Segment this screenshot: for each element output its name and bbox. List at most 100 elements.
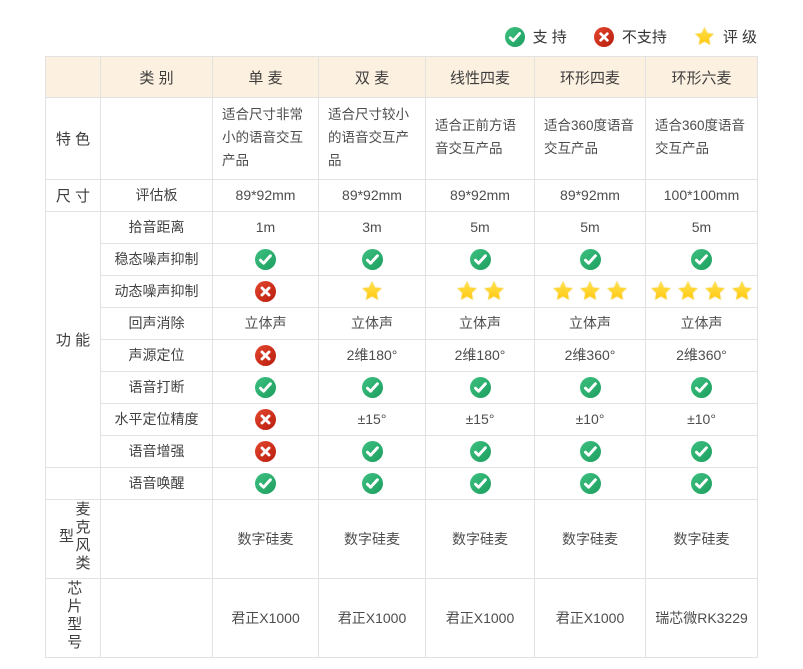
- cell-voice-interruption-1: [318, 370, 426, 404]
- star-icon: [456, 280, 478, 302]
- cell-voice-enhancement-2: [425, 434, 535, 468]
- column-header-1: 双 麦: [318, 56, 426, 98]
- section-label-text: 麦克风类型: [57, 500, 91, 573]
- cell-voice-wakeup-2: [425, 466, 535, 500]
- cell-features-4: 适合360度语音交互产品: [645, 97, 758, 180]
- cell-mic-type-0: 数字硅麦: [212, 498, 319, 579]
- cell-pickup-distance-3: 5m: [534, 210, 646, 244]
- legend-label-rating: 评 级: [722, 29, 757, 46]
- cell-chip-model-3: 君正X1000: [534, 577, 646, 658]
- header-row: 类 别单 麦双 麦线性四麦 环形四麦 环形六麦: [45, 56, 758, 98]
- section-label-mic-type: 麦克风类型: [45, 498, 101, 579]
- cell-steady-noise-suppression-4: [645, 242, 758, 276]
- check-icon: [691, 472, 712, 494]
- cell-pickup-distance-4: 5m: [645, 210, 758, 244]
- cell-voice-enhancement-3: [534, 434, 646, 468]
- cross-icon: [255, 440, 276, 462]
- star-icon: [731, 280, 753, 302]
- table-row-dynamic-noise-suppression: 动态噪声抑制: [46, 274, 758, 308]
- cell-horizontal-accuracy-2: ±15°: [425, 402, 535, 436]
- cell-dynamic-noise-suppression-0: [212, 274, 319, 308]
- legend-label-not-support: 不支持: [621, 29, 667, 46]
- check-icon: [361, 248, 383, 270]
- cross-icon: [255, 280, 276, 302]
- cell-horizontal-accuracy-3: ±10°: [534, 402, 646, 436]
- star-icon: [650, 280, 672, 302]
- cell-dynamic-noise-suppression-1: [318, 274, 426, 308]
- row-label-horizontal-accuracy: 水平定位精度: [100, 402, 213, 436]
- cross-icon: [255, 344, 276, 366]
- section-label-features: 特 色: [45, 97, 101, 180]
- cell-voice-interruption-4: [645, 370, 758, 404]
- check-icon: [691, 440, 712, 462]
- table-row-mic-type: 麦克风类型 数字硅麦 数字硅麦 数字硅麦 数字硅麦 数字硅麦: [45, 498, 758, 579]
- check-icon: [255, 248, 276, 270]
- star-icon: [483, 280, 505, 302]
- legend: 支 持 不支持 评 级: [45, 26, 757, 47]
- star-rating: [650, 280, 753, 302]
- cell-echo-cancellation-1: 立体声: [318, 306, 426, 340]
- star-rating: [539, 280, 641, 302]
- table-row-sound-source-localization: 声源定位 2维180° 2维180° 2维360° 2维360°: [46, 338, 758, 372]
- column-header-4: 环形六麦: [645, 56, 758, 98]
- check-icon: [579, 248, 601, 270]
- check-icon: [691, 376, 712, 398]
- section-label-text: 芯片型号: [65, 579, 83, 652]
- row-label-echo-cancellation: 回声消除: [100, 306, 213, 340]
- legend-item-not-support: 不支持: [593, 26, 667, 47]
- cross-icon: [255, 408, 276, 430]
- cell-echo-cancellation-2: 立体声: [425, 306, 535, 340]
- row-label-pickup-distance: 拾音距离: [100, 210, 213, 244]
- cell-eval-board-0: 89*92mm: [212, 178, 319, 212]
- row-label-mic-type: [100, 498, 213, 579]
- cell-chip-model-1: 君正X1000: [318, 577, 426, 658]
- check-icon: [361, 376, 383, 398]
- cell-dynamic-noise-suppression-2: [425, 274, 535, 308]
- row-label-voice-wakeup: 语音唤醒: [100, 466, 213, 500]
- cell-horizontal-accuracy-1: ±15°: [318, 402, 426, 436]
- cell-voice-enhancement-4: [645, 434, 758, 468]
- cell-voice-wakeup-1: [318, 466, 426, 500]
- column-header-2: 线性四麦: [425, 56, 535, 98]
- cell-chip-model-4: 瑞芯微RK3229: [645, 577, 758, 658]
- cell-steady-noise-suppression-3: [534, 242, 646, 276]
- legend-item-support: 支 持: [504, 26, 567, 47]
- column-header-0: 单 麦: [212, 56, 319, 98]
- cell-features-3: 适合360度语音交互产品: [534, 97, 646, 180]
- legend-label-support: 支 持: [532, 29, 567, 46]
- star-icon: [579, 280, 601, 302]
- section-label-chip-model: 芯片型号: [45, 577, 101, 658]
- check-icon: [579, 376, 601, 398]
- cell-voice-enhancement-1: [318, 434, 426, 468]
- table-row-voice-wakeup: 语音唤醒: [45, 466, 758, 500]
- table-row-features: 特 色 适合尺寸非常小的语音交互产品 适合尺寸较小的语音交互产品 适合正前方语音交互产…: [45, 97, 758, 180]
- cell-steady-noise-suppression-1: [318, 242, 426, 276]
- cell-dynamic-noise-suppression-3: [534, 274, 646, 308]
- check-icon: [255, 472, 276, 494]
- star-rating: [430, 280, 530, 302]
- check-icon: [504, 26, 525, 47]
- cell-voice-wakeup-0: [212, 466, 319, 500]
- cell-dynamic-noise-suppression-4: [645, 274, 758, 308]
- check-icon: [469, 472, 491, 494]
- cell-mic-type-2: 数字硅麦: [425, 498, 535, 579]
- cell-pickup-distance-1: 3m: [318, 210, 426, 244]
- check-icon: [469, 248, 491, 270]
- cell-steady-noise-suppression-0: [212, 242, 319, 276]
- check-icon: [361, 440, 383, 462]
- table-row-chip-model: 芯片型号 君正X1000 君正X1000 君正X1000 君正X1000 瑞芯微RK322…: [45, 577, 758, 658]
- cell-pickup-distance-2: 5m: [425, 210, 535, 244]
- cell-echo-cancellation-0: 立体声: [212, 306, 319, 340]
- cell-mic-type-3: 数字硅麦: [534, 498, 646, 579]
- cell-mic-type-1: 数字硅麦: [318, 498, 426, 579]
- table-row-steady-noise-suppression: 稳态噪声抑制: [46, 242, 758, 276]
- row-label-dynamic-noise-suppression: 动态噪声抑制: [100, 274, 213, 308]
- corner-header: [45, 56, 101, 98]
- cell-chip-model-2: 君正X1000: [425, 577, 535, 658]
- cell-sound-source-localization-4: 2维360°: [645, 338, 758, 372]
- table-row-horizontal-accuracy: 水平定位精度 ±15° ±15° ±10° ±10°: [46, 402, 758, 436]
- check-icon: [691, 248, 712, 270]
- cell-voice-wakeup-3: [534, 466, 646, 500]
- section-label-eval-board: 尺 寸: [45, 178, 101, 212]
- star-rating: [323, 280, 421, 302]
